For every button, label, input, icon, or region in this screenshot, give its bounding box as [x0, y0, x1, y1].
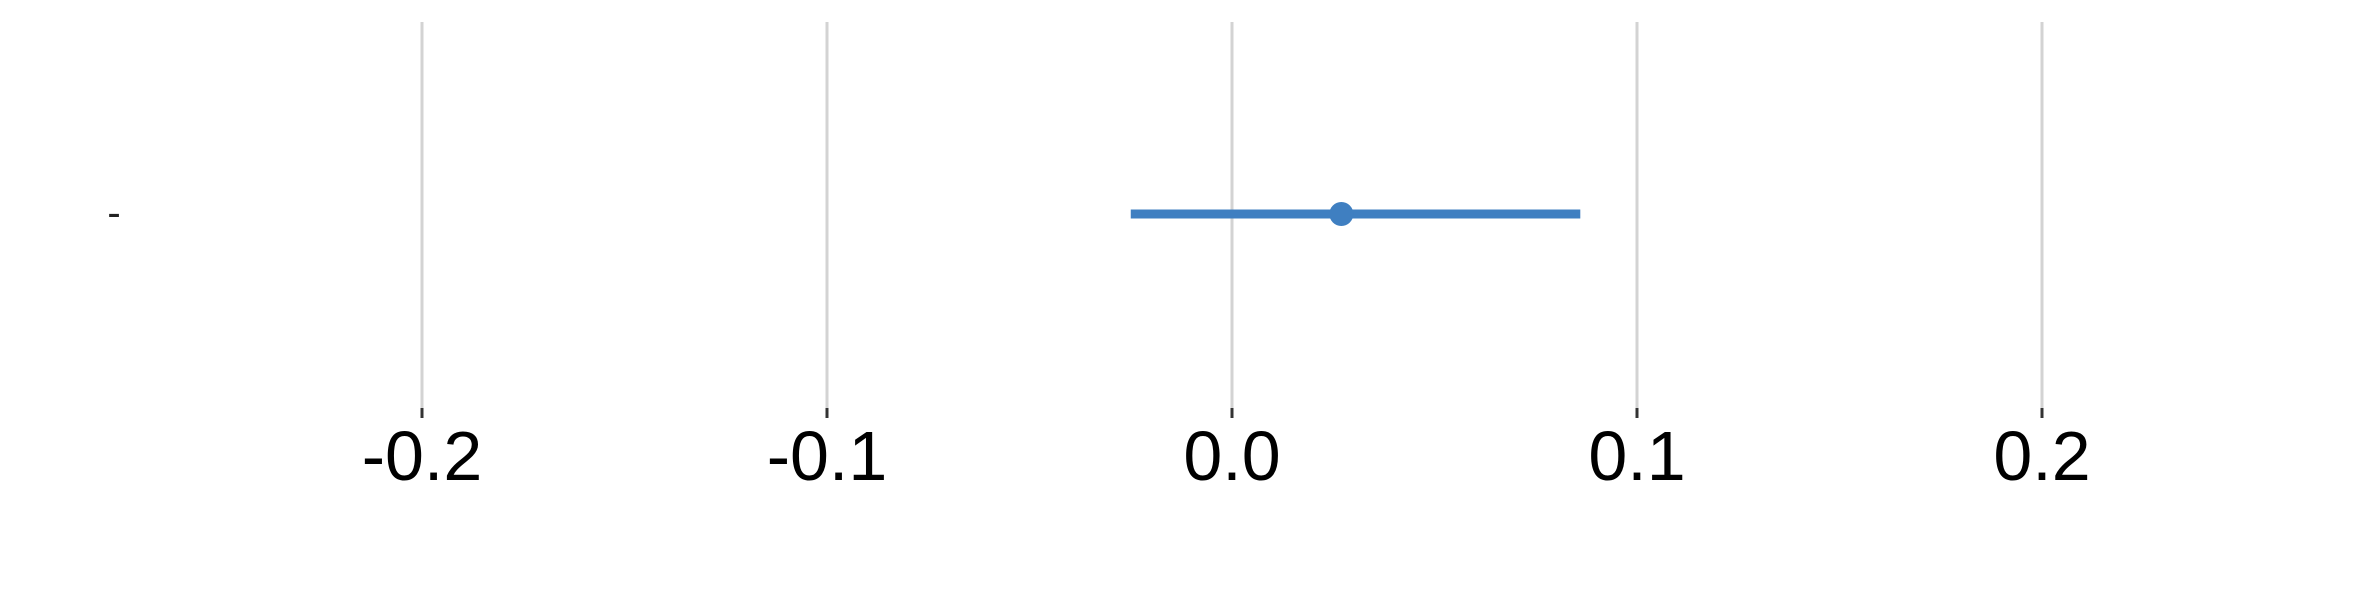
x-tick-label: 0.2 [1993, 417, 2090, 495]
x-tick-label: 0.0 [1183, 417, 1280, 495]
x-tick-label: -0.2 [362, 417, 483, 495]
x-tick-label: -0.1 [767, 417, 888, 495]
row-labels: - [107, 191, 120, 235]
point-estimate [1329, 202, 1354, 226]
row-label: - [107, 191, 120, 235]
x-axis: -0.2 -0.1 0.0 0.1 0.2 [362, 408, 2091, 495]
x-tick-label: 0.1 [1588, 417, 1685, 495]
data-marks [1130, 202, 1581, 226]
